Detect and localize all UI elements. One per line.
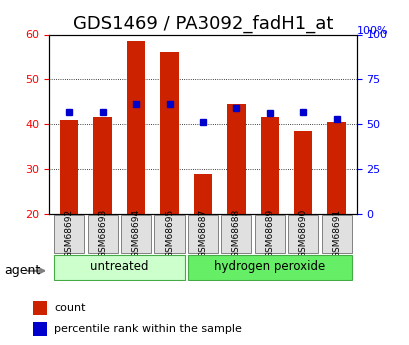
Text: GSM68695: GSM68695	[165, 209, 173, 258]
Text: GSM68690: GSM68690	[298, 209, 307, 258]
FancyBboxPatch shape	[288, 215, 317, 253]
FancyBboxPatch shape	[54, 255, 184, 280]
FancyBboxPatch shape	[187, 215, 218, 253]
FancyBboxPatch shape	[121, 215, 151, 253]
Bar	[93, 117, 112, 214]
FancyBboxPatch shape	[187, 255, 351, 280]
Bar	[160, 52, 178, 214]
FancyBboxPatch shape	[154, 215, 184, 253]
Bar	[227, 104, 245, 214]
Text: GSM68687: GSM68687	[198, 209, 207, 258]
Bar	[327, 122, 345, 214]
Text: hydrogen peroxide: hydrogen peroxide	[213, 260, 325, 273]
Text: count: count	[54, 303, 86, 313]
Bar	[127, 41, 145, 214]
Text: 100%: 100%	[356, 26, 387, 36]
Text: agent: agent	[4, 264, 40, 277]
Text: percentile rank within the sample: percentile rank within the sample	[54, 324, 242, 334]
FancyBboxPatch shape	[54, 215, 84, 253]
Text: GSM68693: GSM68693	[98, 209, 107, 258]
Bar	[293, 131, 312, 214]
Bar	[193, 174, 211, 214]
Text: GSM68689: GSM68689	[265, 209, 274, 258]
Text: untreated: untreated	[90, 260, 148, 273]
FancyBboxPatch shape	[221, 215, 251, 253]
FancyBboxPatch shape	[321, 215, 351, 253]
Text: GSM68688: GSM68688	[231, 209, 240, 258]
Bar	[260, 117, 278, 214]
FancyBboxPatch shape	[254, 215, 284, 253]
Text: GSM68692: GSM68692	[65, 209, 74, 258]
Text: GSM68694: GSM68694	[131, 209, 140, 258]
Bar	[33, 322, 47, 336]
Text: GSM68691: GSM68691	[331, 209, 340, 258]
Title: GDS1469 / PA3092_fadH1_at: GDS1469 / PA3092_fadH1_at	[72, 15, 333, 33]
Bar	[33, 301, 47, 315]
FancyBboxPatch shape	[88, 215, 117, 253]
Bar	[60, 120, 78, 214]
